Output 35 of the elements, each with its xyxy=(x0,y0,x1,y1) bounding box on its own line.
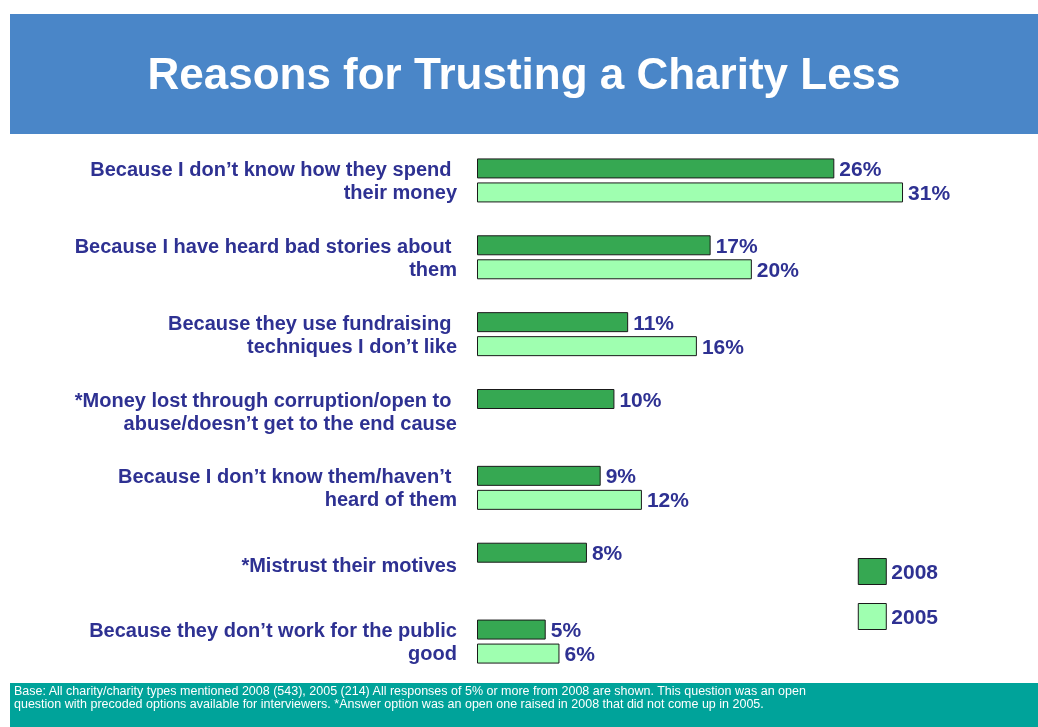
data-label: 10% xyxy=(619,387,662,411)
bar xyxy=(477,312,629,333)
bar xyxy=(477,542,587,563)
y-tick-label: Because I don’t know how they spend their money xyxy=(90,157,458,203)
bar xyxy=(477,643,560,664)
data-label: 6% xyxy=(564,642,596,666)
bar xyxy=(477,619,546,640)
data-label: 8% xyxy=(591,541,623,565)
bar xyxy=(477,158,835,179)
bar xyxy=(477,489,642,510)
data-label: 16% xyxy=(701,334,745,358)
data-label: 20% xyxy=(756,257,800,281)
y-tick-label: Because they use fundraising techniques I don’t like xyxy=(168,311,457,357)
y-tick-label: Because they don’t work for the public good xyxy=(89,619,457,665)
legend-label: 2008 xyxy=(891,560,939,583)
data-label: 9% xyxy=(605,464,637,488)
bar xyxy=(477,182,904,203)
data-label: 26% xyxy=(839,156,882,180)
data-label: 17% xyxy=(715,233,758,257)
data-label: 12% xyxy=(646,488,690,512)
legend-label: 2005 xyxy=(891,605,939,628)
text: Base: All charity/charity types mentioned 2008 (543), 2005 (214) All responses of 5% or more from 2008 are shown. This question was an open question with precoded options available for interviewers. *Answer option was an open one raised in 2008 that did not come up in 2005. xyxy=(10,683,1038,727)
chart-title: Reasons for Trusting a Charity Less xyxy=(10,14,1038,134)
y-tick-label: *Money lost through corruption/open to abuse/doesn’t get to the end cause xyxy=(74,388,457,434)
y-tick-label: Because I don’t know them/haven’t heard of them xyxy=(118,465,457,511)
bar xyxy=(477,465,601,486)
y-tick-label: *Mistrust their motives xyxy=(241,553,457,576)
y-tick-label: Because I have heard bad stories about them xyxy=(74,234,457,280)
data-label: 5% xyxy=(550,618,582,642)
data-label: 31% xyxy=(908,180,951,204)
bar xyxy=(477,235,711,256)
data-label: 11% xyxy=(633,310,675,334)
bar xyxy=(477,259,752,280)
bar xyxy=(477,389,615,409)
bar xyxy=(477,336,697,357)
